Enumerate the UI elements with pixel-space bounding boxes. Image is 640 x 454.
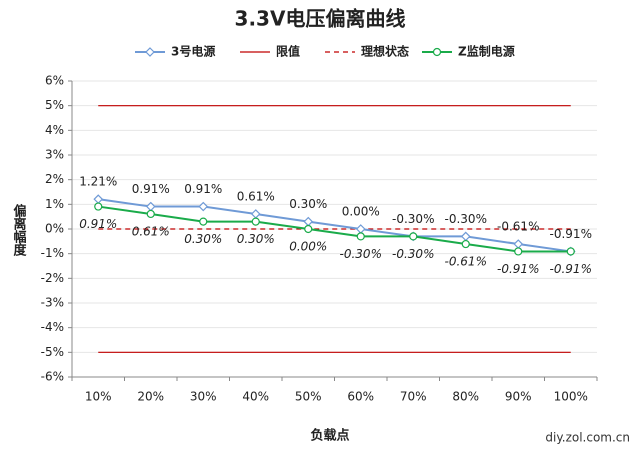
y-tick-label: -2% (41, 271, 64, 285)
x-tick-label: 100% (554, 390, 588, 404)
x-tick-label: 70% (400, 390, 427, 404)
x-tick-label: 50% (295, 390, 322, 404)
data-label: -0.91% (550, 262, 592, 276)
x-tick-label: 20% (137, 390, 164, 404)
x-tick-label: 40% (242, 390, 269, 404)
marker (145, 47, 155, 57)
legend-label: 理想状态 (361, 44, 409, 59)
chart-title: 3.3V电压偏离曲线 (235, 7, 406, 31)
data-label: 0.61% (237, 189, 275, 203)
marker (251, 217, 260, 226)
data-label: -0.30% (392, 247, 434, 261)
x-tick-label: 60% (347, 390, 374, 404)
data-label: 0.30% (289, 197, 327, 211)
data-label: -0.91% (497, 262, 539, 276)
y-tick-label: 5% (45, 98, 64, 112)
data-label: 0.61% (132, 224, 170, 238)
marker (432, 47, 442, 57)
marker (94, 202, 103, 211)
y-axis-title: 偏离幅度 (11, 203, 27, 257)
marker (250, 209, 261, 219)
y-tick-label: -6% (41, 370, 64, 384)
marker (145, 201, 156, 212)
data-label: 0.91% (79, 217, 117, 231)
y-tick-label: 0% (45, 222, 64, 236)
marker (566, 247, 575, 256)
y-tick-label: 6% (45, 74, 64, 88)
data-label: -0.30% (340, 247, 382, 261)
marker (461, 239, 470, 249)
marker (199, 217, 208, 226)
y-tick-label: 3% (45, 148, 64, 162)
marker (146, 209, 155, 219)
data-label: 1.21% (79, 175, 117, 189)
legend-label: 限值 (276, 44, 300, 59)
marker (93, 194, 104, 205)
data-label: -0.61% (497, 220, 539, 234)
marker (356, 232, 365, 241)
x-axis-title: 负载点 (310, 428, 349, 444)
data-label: -0.30% (392, 212, 434, 226)
x-tick-label: 90% (505, 390, 532, 404)
legend-label: Z监制电源 (458, 44, 515, 59)
y-tick-label: 1% (45, 197, 64, 211)
marker (355, 224, 366, 234)
y-tick-label: 4% (45, 123, 64, 137)
legend-label: 3号电源 (171, 44, 215, 59)
data-label: 0.30% (237, 232, 275, 246)
y-tick-label: -3% (41, 296, 64, 310)
marker (304, 224, 313, 234)
marker (303, 216, 314, 227)
data-label: 0.91% (132, 182, 170, 196)
marker (514, 247, 523, 256)
data-label: -0.91% (550, 227, 592, 241)
data-label: 0.91% (184, 182, 222, 196)
x-tick-label: 10% (85, 390, 112, 404)
y-tick-label: -5% (41, 345, 64, 359)
data-label: 0.00% (342, 205, 380, 219)
marker (513, 239, 524, 249)
x-tick-label: 80% (452, 390, 479, 404)
series-line (98, 198, 571, 253)
y-tick-label: -1% (41, 246, 64, 260)
data-label: -0.61% (445, 255, 487, 269)
marker (460, 231, 471, 242)
series-line (98, 205, 571, 253)
x-tick-label: 30% (190, 390, 217, 404)
y-tick-label: -4% (41, 320, 64, 334)
data-label: 0.30% (184, 232, 222, 246)
y-tick-label: 2% (45, 172, 64, 186)
marker (409, 232, 418, 241)
data-label: 0.00% (289, 240, 327, 254)
marker (198, 201, 209, 212)
data-label: -0.30% (445, 212, 487, 226)
source: diy.zol.com.cn (545, 431, 630, 445)
